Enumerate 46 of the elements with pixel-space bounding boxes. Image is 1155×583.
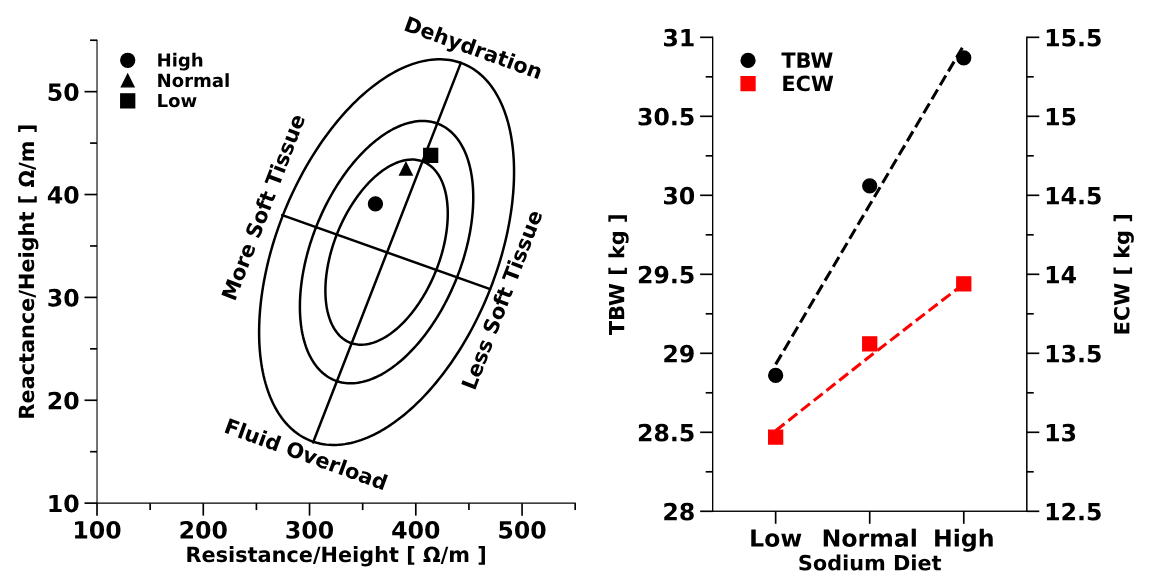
y2-tick-label: 15	[1046, 108, 1076, 126]
legend-label: ECW	[783, 75, 834, 92]
point	[367, 196, 384, 212]
x-tick-label: 300	[286, 520, 334, 539]
legend-label: TBW	[781, 52, 833, 68]
y2-tick-label: 12.5	[1046, 502, 1101, 521]
y-tick-label: 29	[664, 344, 694, 363]
legend-label: High	[158, 52, 203, 71]
y-tick-label: 20	[48, 391, 79, 410]
y-tick-label: 29.5	[638, 265, 694, 284]
point	[398, 161, 413, 176]
y2-tick-label: 13	[1046, 423, 1076, 442]
y2-axis-title: ECW [ kg ]	[1113, 215, 1134, 334]
y2-tick-label: 15.5	[1046, 29, 1101, 47]
point	[768, 367, 784, 384]
y-tick-label: 31	[664, 28, 694, 47]
point	[956, 50, 972, 66]
point	[956, 276, 972, 292]
point	[862, 336, 878, 352]
y-tick-label: 28.5	[638, 423, 694, 442]
x-tick-label: 500	[499, 520, 546, 539]
y-tick-label: 40	[47, 185, 79, 204]
y-axis-title: Reactance/Height [ Ω/m ]	[18, 125, 39, 418]
legend-label: Low	[158, 93, 197, 108]
x-tick-label: 400	[392, 520, 440, 539]
y-tick-label: 50	[48, 83, 79, 101]
x-tick-label: High	[935, 528, 993, 552]
x-tick-label: 100	[75, 520, 121, 539]
y2-tick-label: 14.5	[1046, 187, 1101, 205]
y-tick-label: 10	[49, 494, 79, 513]
y2-tick-label: 14	[1046, 266, 1076, 284]
y2-tick-label: 13.5	[1046, 344, 1101, 363]
y-tick-label: 28	[664, 502, 694, 521]
point	[423, 147, 439, 164]
y-tick-label: 30.5	[638, 107, 694, 126]
x-tick-label: Low	[751, 529, 802, 547]
y-tick-label: 30	[664, 186, 695, 205]
x-tick-label: 200	[180, 520, 227, 539]
x-axis-title: Sodium Diet	[799, 554, 942, 571]
point	[768, 429, 784, 445]
point	[862, 178, 878, 194]
x-axis-title: Resistance/Height [ Ω/m ]	[187, 546, 485, 567]
x-tick-label: Normal	[823, 528, 916, 547]
y-tick-label: 30	[48, 288, 79, 307]
legend-label: Normal	[158, 73, 229, 88]
y-axis-title: TBW [ kg ]	[608, 215, 629, 335]
